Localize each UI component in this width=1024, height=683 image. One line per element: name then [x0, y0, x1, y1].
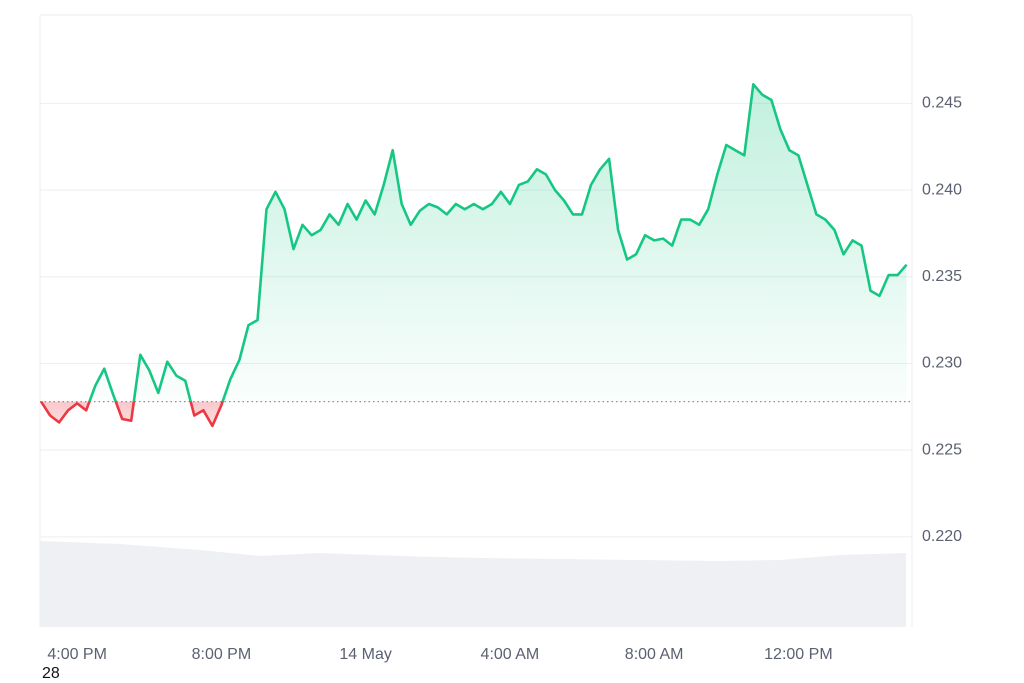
y-tick-label: 0.245	[922, 95, 962, 112]
price-line	[40, 83, 908, 428]
y-tick-label: 0.230	[922, 355, 962, 372]
y-tick-label: 0.220	[922, 528, 962, 545]
x-tick-label: 12:00 PM	[764, 646, 832, 663]
x-tick-label: 14 May	[339, 646, 391, 663]
corner-label: 28	[42, 665, 60, 682]
x-tick-label: 4:00 PM	[47, 646, 107, 663]
y-tick-label: 0.235	[922, 268, 962, 285]
volume-area	[40, 541, 906, 627]
labels: 0.220 0.225 0.230 0.235 0.240 0.245 4:00 PM 8:0…	[47, 95, 962, 664]
y-tick-label: 0.240	[922, 181, 962, 198]
x-tick-label: 4:00 AM	[481, 646, 540, 663]
y-tick-label: 0.225	[922, 441, 962, 458]
marks	[40, 83, 912, 428]
price-area	[41, 84, 907, 426]
x-tick-label: 8:00 PM	[192, 646, 252, 663]
x-tick-label: 8:00 AM	[625, 646, 684, 663]
